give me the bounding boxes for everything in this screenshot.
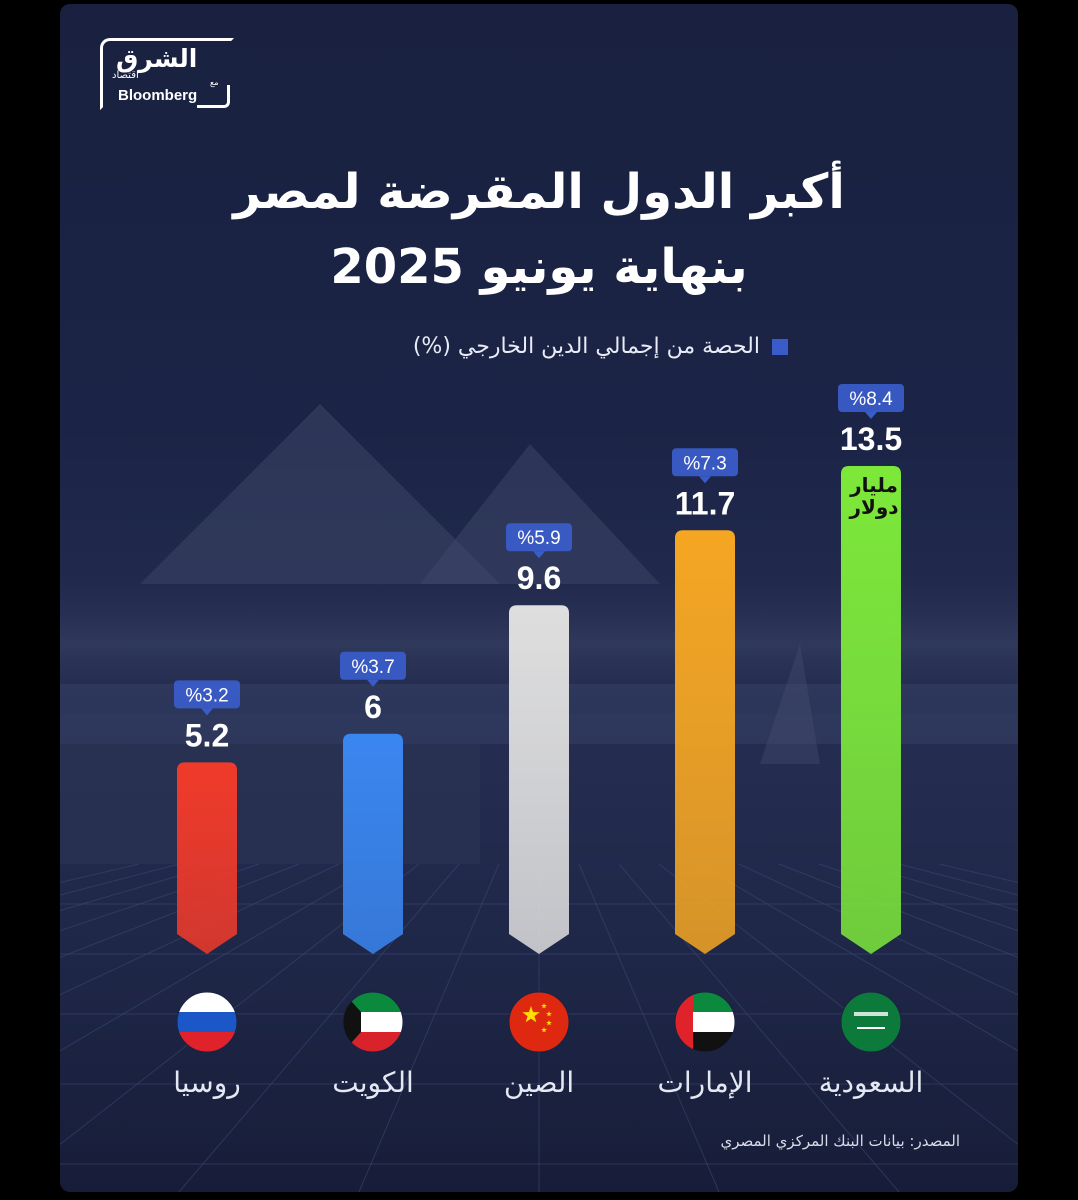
flag-field	[841, 992, 901, 1052]
flag-star	[546, 1020, 552, 1026]
flag-stripe	[177, 1032, 237, 1052]
share-badge	[174, 680, 240, 709]
flag-star	[541, 1003, 547, 1009]
grid-line	[358, 863, 500, 1192]
logo-frame	[100, 38, 234, 110]
bar-group: 5.2 %3.2	[174, 680, 240, 954]
bar-group: 9.6 %5.9	[506, 523, 572, 954]
bars-layer: 5.2 %3.2 6 %3.7 9.6 %5.9 11.7 %7.3 13.5 %8.4	[174, 384, 904, 1053]
grid-line	[60, 863, 260, 932]
bar-value-label: 13.5	[840, 421, 902, 457]
country-label: الصين	[503, 1066, 575, 1099]
flag-outline	[840, 991, 902, 1053]
flag-star	[522, 1006, 540, 1023]
bar	[509, 605, 569, 954]
legend: الحصة من إجمالي الدين الخارجي (%)	[413, 334, 788, 359]
flag-stripe	[177, 1012, 237, 1032]
bar-value-label: 5.2	[185, 717, 229, 753]
flag-stripe	[343, 1032, 403, 1052]
bar	[177, 762, 237, 954]
source-note: المصدر: بيانات البنك المركزي المصري	[720, 1132, 960, 1150]
logo-brand-name: الشرق	[116, 44, 198, 73]
bar-value-label: 6	[364, 689, 382, 725]
grid-line	[178, 863, 460, 1192]
bar-group: 6 %3.7	[340, 651, 406, 954]
grid-line	[60, 863, 300, 958]
share-badge-label: %3.2	[185, 685, 228, 706]
alsharq-bloomberg-logo: الشرق اقتصاد مع Bloomberg	[100, 32, 234, 110]
saudi-flag	[841, 992, 901, 1052]
share-badge-pointer	[367, 679, 379, 687]
bar	[841, 466, 901, 954]
flag-script	[854, 1012, 888, 1016]
flag-outline	[176, 991, 238, 1053]
title-line-2: بنهاية يونيو 2025	[330, 239, 748, 295]
flag-stripe	[177, 992, 237, 1012]
country-label: روسيا	[173, 1066, 241, 1099]
china-flag	[509, 992, 569, 1052]
russia-flag	[177, 992, 237, 1052]
bar-value-label: 11.7	[675, 485, 736, 521]
bar-value-label: 9.6	[517, 560, 561, 596]
grid-line	[818, 863, 1018, 932]
share-badge-label: %8.4	[849, 389, 893, 410]
logo-partner: Bloomberg	[118, 87, 198, 104]
country-label: الكويت	[332, 1066, 414, 1099]
share-badge-label: %7.3	[683, 453, 726, 474]
share-badge-pointer	[699, 476, 711, 484]
flag-outline	[342, 991, 404, 1053]
grid-line	[778, 863, 1018, 958]
flag-star	[546, 1011, 552, 1017]
flag-sword	[857, 1027, 885, 1029]
flag-star	[541, 1027, 547, 1033]
bar	[343, 733, 403, 954]
share-badge	[340, 651, 406, 680]
flag-field	[509, 992, 569, 1052]
legend-swatch	[772, 338, 788, 355]
logo-with: مع	[210, 78, 219, 87]
country-label: السعودية	[818, 1066, 924, 1099]
share-badge	[506, 523, 572, 552]
flag-outline	[674, 991, 736, 1053]
grid-line	[698, 863, 1018, 1052]
share-badge-pointer	[201, 708, 213, 716]
logo-frame-corner	[197, 85, 230, 108]
infographic-card: الشرق اقتصاد مع Bloomberg أكبر الدول الم…	[60, 4, 1018, 1192]
unit-label: مليار دولار	[849, 473, 899, 519]
bar	[675, 530, 735, 954]
grid-line	[60, 863, 180, 896]
bar-chart: 5.2 %3.2 6 %3.7 9.6 %5.9 11.7 %7.3 13.5 %8.4	[60, 384, 1018, 1192]
share-badge-pointer	[865, 412, 877, 419]
bar-group: 11.7 %7.3	[672, 448, 738, 954]
share-badge	[838, 384, 904, 412]
flag-outline	[508, 991, 570, 1053]
share-badge-label: %5.9	[517, 528, 560, 549]
flag-stripe	[343, 992, 403, 1012]
logo-brand-sub: اقتصاد	[112, 70, 139, 81]
legend-label: الحصة من إجمالي الدين الخارجي (%)	[412, 334, 760, 359]
grid-line	[618, 863, 900, 1192]
title-line-1: أكبر الدول المقرضة لمصر	[233, 164, 845, 220]
country-label: الإمارات	[657, 1066, 753, 1099]
grid-line	[578, 863, 720, 1192]
share-badge-pointer	[533, 551, 545, 559]
bar-group: 13.5 %8.4	[838, 384, 904, 954]
share-badge-label: %3.7	[351, 657, 394, 678]
share-badge	[672, 448, 738, 477]
grid-line	[60, 863, 380, 1052]
